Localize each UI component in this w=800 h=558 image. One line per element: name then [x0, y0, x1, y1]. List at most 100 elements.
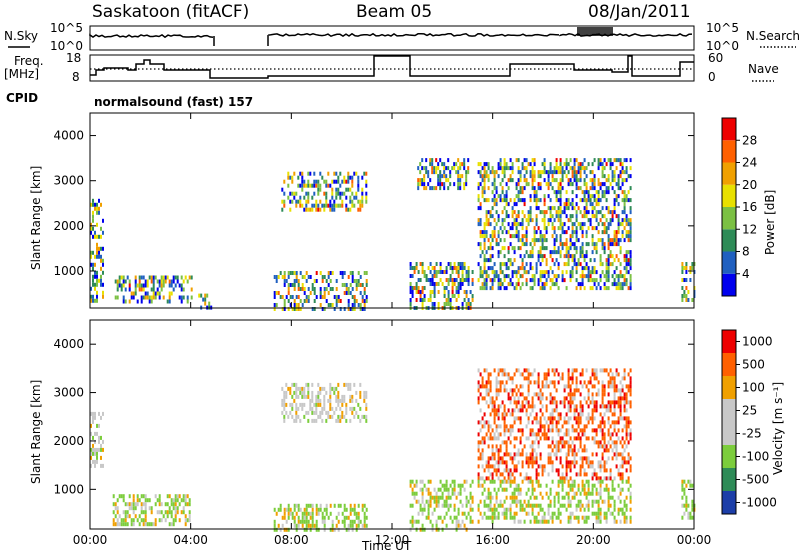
- echo-cell: [337, 519, 340, 524]
- echo-cell: [569, 503, 572, 508]
- echo-cell: [571, 190, 574, 195]
- echo-cell: [293, 519, 296, 524]
- echo-cell: [577, 162, 580, 167]
- echo-cell: [190, 275, 193, 280]
- echo-cell: [461, 266, 464, 270]
- echo-cell: [563, 476, 566, 481]
- echo-cell: [443, 515, 446, 520]
- colorbar-segment: [722, 399, 736, 422]
- echo-cell: [94, 234, 96, 239]
- echo-cell: [553, 274, 556, 279]
- echo-cell: [321, 275, 324, 279]
- echo-cell: [467, 282, 470, 286]
- echo-cell: [591, 472, 594, 477]
- echo-cell: [603, 282, 606, 287]
- echo-cell: [140, 287, 143, 292]
- echo-cell: [547, 507, 550, 512]
- echo-cell: [511, 226, 514, 231]
- echo-cell: [575, 214, 578, 219]
- echo-cell: [483, 499, 486, 504]
- echo-cell: [525, 218, 528, 223]
- echo-cell: [471, 507, 474, 512]
- echo-cell: [303, 291, 306, 295]
- echo-cell: [479, 266, 482, 271]
- echo-cell: [497, 448, 500, 453]
- echo-cell: [579, 178, 582, 183]
- echo-cell: [553, 206, 556, 211]
- echo-cell: [541, 254, 544, 259]
- echo-cell: [509, 226, 512, 231]
- echo-cell: [291, 175, 294, 180]
- echo-cell: [441, 503, 444, 508]
- echo-cell: [573, 166, 576, 171]
- echo-cell: [617, 158, 620, 163]
- echo-cell: [497, 388, 500, 393]
- echo-cell: [575, 460, 578, 465]
- echo-cell: [168, 283, 171, 288]
- echo-cell: [547, 170, 550, 175]
- echo-cell: [415, 519, 418, 524]
- echo-cell: [593, 206, 596, 211]
- echo-cell: [569, 444, 572, 449]
- echo-cell: [583, 507, 586, 512]
- echo-cell: [537, 503, 540, 508]
- echo-cell: [465, 290, 468, 294]
- echo-cell: [305, 271, 308, 275]
- echo-cell: [323, 291, 326, 295]
- echo-cell: [365, 507, 368, 512]
- echo-cell: [521, 448, 524, 453]
- echo-cell: [617, 182, 620, 187]
- echo-cell: [581, 274, 584, 279]
- echo-cell: [176, 279, 179, 284]
- echo-cell: [457, 274, 460, 278]
- echo-cell: [543, 376, 546, 381]
- echo-cell: [541, 234, 544, 239]
- echo-cell: [563, 384, 566, 389]
- echo-cell: [297, 175, 300, 180]
- echo-cell: [359, 418, 362, 423]
- echo-cell: [421, 270, 424, 274]
- echo-cell: [485, 495, 488, 500]
- echo-cell: [507, 472, 510, 477]
- echo-cell: [555, 368, 558, 373]
- echo-cell: [533, 158, 536, 163]
- echo-cell: [487, 380, 490, 385]
- echo-cell: [511, 170, 514, 175]
- echo-cell: [124, 502, 127, 507]
- echo-cell: [585, 198, 588, 203]
- echo-cell: [341, 283, 344, 287]
- echo-cell: [541, 210, 544, 215]
- echo-cell: [617, 238, 620, 243]
- echo-cell: [545, 246, 548, 251]
- echo-cell: [479, 384, 482, 389]
- echo-cell: [323, 406, 326, 411]
- echo-cell: [519, 416, 522, 421]
- echo-cell: [483, 286, 486, 291]
- echo-cell: [559, 238, 562, 243]
- echo-cell: [471, 479, 474, 484]
- echo-cell: [487, 162, 490, 167]
- echo-cell: [305, 299, 308, 303]
- echo-cell: [485, 222, 488, 227]
- echo-cell: [567, 491, 570, 496]
- echo-cell: [513, 396, 516, 401]
- echo-cell: [335, 386, 338, 391]
- echo-cell: [607, 372, 610, 377]
- echo-cell: [449, 266, 452, 270]
- echo-cell: [291, 394, 294, 399]
- echo-cell: [289, 410, 292, 415]
- echo-cell: [519, 222, 522, 227]
- echo-cell: [593, 214, 596, 219]
- echo-cell: [174, 518, 177, 523]
- echo-cell: [96, 451, 98, 456]
- echo-cell: [321, 386, 324, 391]
- echo-cell: [535, 194, 538, 199]
- echo-cell: [503, 286, 506, 291]
- echo-cell: [317, 414, 320, 419]
- echo-cell: [573, 262, 576, 267]
- echo-cell: [543, 511, 546, 516]
- echo-cell: [102, 447, 104, 452]
- echo-cell: [493, 230, 496, 235]
- noise-left-tick-bottom: 10^0: [50, 39, 83, 53]
- echo-cell: [597, 491, 600, 496]
